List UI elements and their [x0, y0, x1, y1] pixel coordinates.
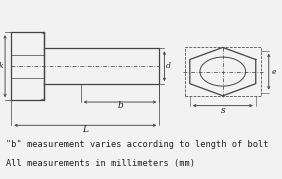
Text: e: e	[272, 68, 276, 76]
Text: L: L	[82, 125, 88, 134]
Text: s: s	[221, 106, 225, 115]
Text: d: d	[166, 62, 171, 70]
Text: All measurements in millimeters (mm): All measurements in millimeters (mm)	[6, 159, 195, 168]
Text: b: b	[117, 101, 123, 110]
Text: "b" measurement varies according to length of bolt: "b" measurement varies according to leng…	[6, 140, 268, 149]
Text: k: k	[0, 62, 4, 70]
